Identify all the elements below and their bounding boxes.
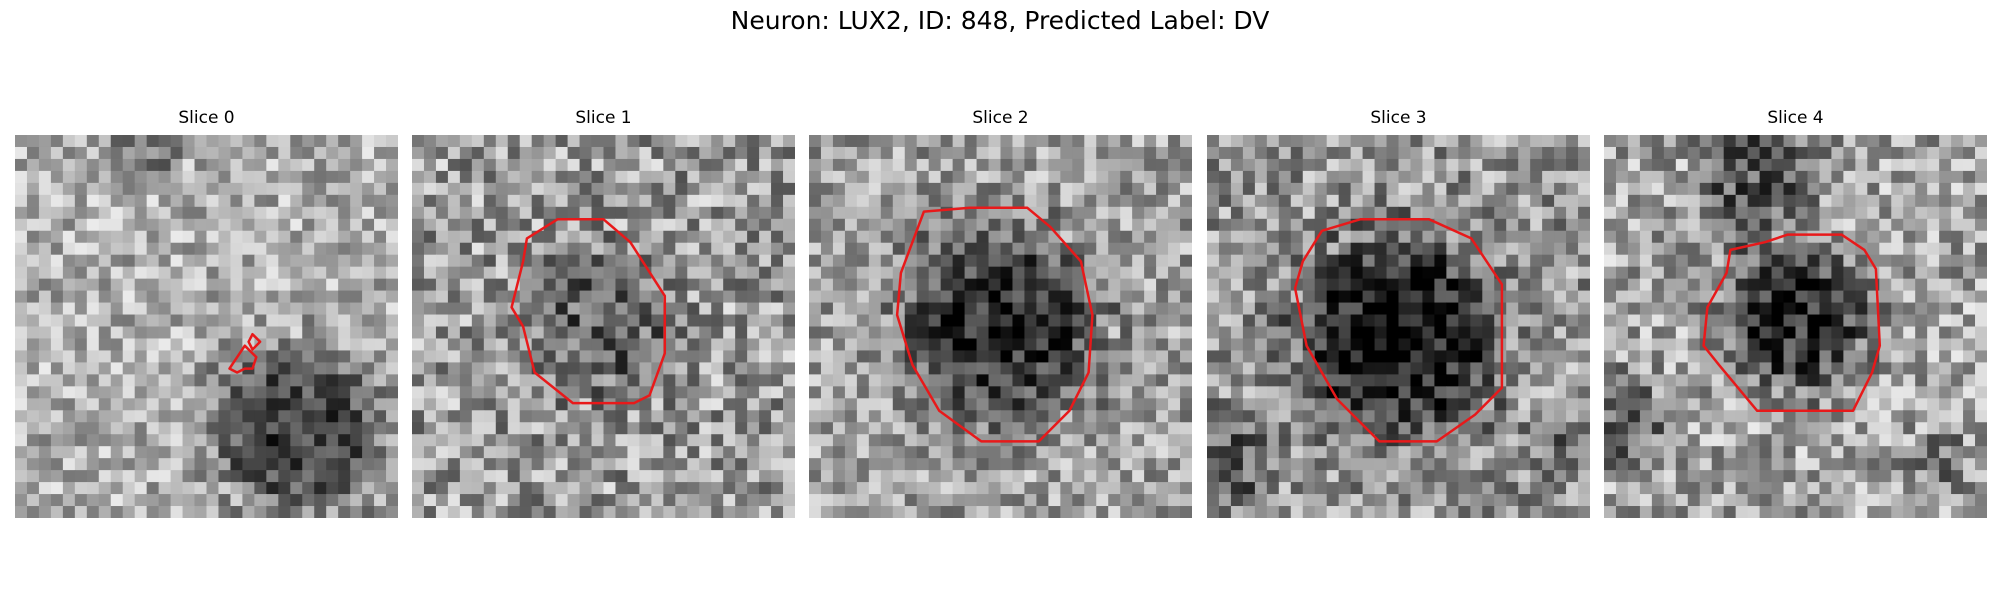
slice-image-1 xyxy=(412,135,795,518)
slice-title-4: Slice 4 xyxy=(1767,108,1824,128)
roi-contour-0 xyxy=(228,344,258,374)
slice-title-0: Slice 0 xyxy=(178,108,235,128)
roi-contour-3 xyxy=(1293,218,1504,443)
roi-contour-2 xyxy=(895,206,1094,443)
roi-contour-0-b xyxy=(247,332,262,351)
roi-contour-4 xyxy=(1702,233,1882,413)
slice-image-3 xyxy=(1207,135,1590,518)
figure-suptitle: Neuron: LUX2, ID: 848, Predicted Label: … xyxy=(730,6,1270,35)
slice-image-4 xyxy=(1604,135,1987,518)
slice-title-3: Slice 3 xyxy=(1370,108,1427,128)
slice-image-2 xyxy=(809,135,1192,518)
slice-title-2: Slice 2 xyxy=(972,108,1029,128)
slice-title-1: Slice 1 xyxy=(575,108,632,128)
slice-image-0 xyxy=(15,135,398,518)
roi-contour-1 xyxy=(510,218,667,405)
